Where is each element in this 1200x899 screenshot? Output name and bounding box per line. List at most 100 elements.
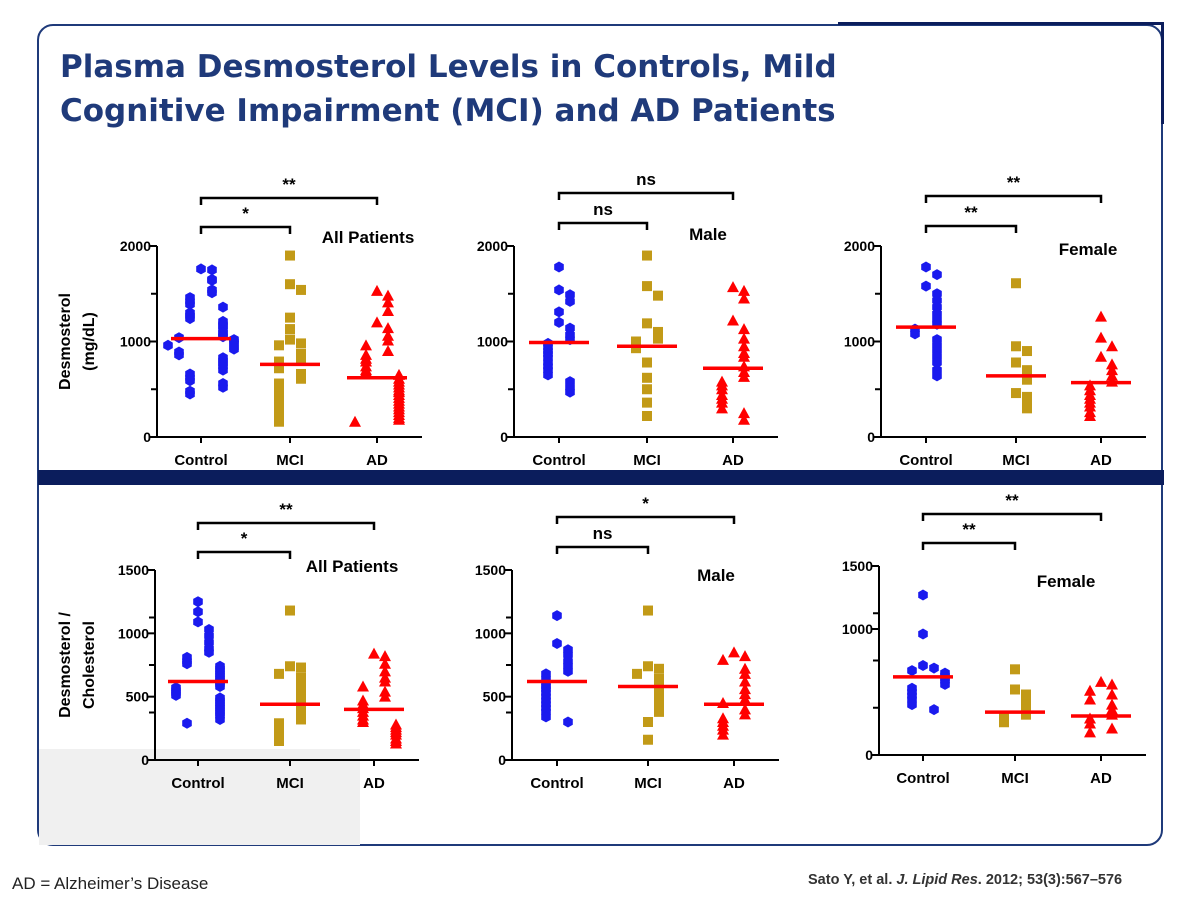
ad-point xyxy=(382,289,394,301)
significance-label: ** xyxy=(964,203,978,222)
y-tick-label: 2000 xyxy=(477,238,508,254)
significance-label: ns xyxy=(636,170,656,189)
ad-point xyxy=(1095,331,1107,343)
control-point xyxy=(940,678,950,690)
ad-point xyxy=(1106,364,1118,376)
mci-point xyxy=(296,662,306,673)
control-point xyxy=(554,261,564,273)
mci-point xyxy=(296,284,306,295)
mci-point xyxy=(654,689,664,700)
mci-point xyxy=(1022,391,1032,402)
y-tick-label: 1500 xyxy=(475,562,506,578)
y-tick-label: 0 xyxy=(143,429,151,445)
right-rule xyxy=(1161,24,1164,124)
mci-point xyxy=(296,704,306,715)
y-axis-label: Cholesterol xyxy=(81,621,98,709)
control-point xyxy=(182,658,192,670)
significance-label: * xyxy=(642,494,649,513)
mci-point xyxy=(631,343,641,354)
mci-point xyxy=(1021,699,1031,710)
mci-point xyxy=(654,700,664,711)
control-point xyxy=(229,343,239,355)
x-tick-label: MCI xyxy=(1002,452,1030,469)
y-tick-label: 0 xyxy=(141,752,149,768)
citation-journal: J. Lipid Res xyxy=(896,872,978,888)
control-point xyxy=(193,596,203,608)
mci-point xyxy=(642,281,652,292)
ad-point xyxy=(379,690,391,702)
control-point xyxy=(215,714,225,725)
control-point xyxy=(932,269,942,281)
mci-point xyxy=(1011,278,1021,289)
mci-point xyxy=(274,736,284,746)
ad-point xyxy=(1084,693,1096,705)
mci-point xyxy=(274,356,284,367)
control-point xyxy=(921,261,931,273)
ad-point xyxy=(390,737,402,749)
control-point xyxy=(929,704,939,716)
significance-label: ** xyxy=(282,175,296,194)
x-tick-label: MCI xyxy=(633,452,661,469)
ad-point xyxy=(368,647,380,659)
mci-point xyxy=(285,324,295,335)
ad-point xyxy=(716,383,728,395)
y-tick-label: 1000 xyxy=(842,621,873,637)
gray-placeholder-box xyxy=(39,749,360,845)
control-point xyxy=(193,616,203,628)
ad-point xyxy=(1095,675,1107,687)
significance-bracket xyxy=(196,550,292,559)
significance-bracket xyxy=(557,191,735,200)
x-tick-label: AD xyxy=(366,452,388,469)
mci-point xyxy=(1022,403,1032,414)
ad-point xyxy=(739,708,751,720)
y-axis-label: (mg/dL) xyxy=(81,312,98,371)
significance-bracket xyxy=(921,512,1103,521)
top-rule xyxy=(838,22,1164,25)
significance-label: ** xyxy=(962,520,976,539)
y-tick-label: 2000 xyxy=(120,238,151,254)
mci-point xyxy=(296,684,306,695)
x-tick-label: MCI xyxy=(1001,770,1029,787)
control-point xyxy=(174,349,184,361)
scatter-panel-2: 0 1000 2000 Control MCI AD Male ns ns xyxy=(477,170,778,469)
mci-point xyxy=(653,290,663,301)
title-line-1: Plasma Desmosterol Levels in Controls, M… xyxy=(60,49,837,85)
control-point xyxy=(554,316,564,328)
y-tick-label: 1000 xyxy=(844,334,875,350)
significance-label: * xyxy=(242,204,249,223)
y-tick-label: 500 xyxy=(483,689,507,705)
significance-bracket xyxy=(555,545,650,554)
control-point xyxy=(207,287,217,299)
mci-point xyxy=(1021,689,1031,700)
scatter-panel-5: 0 500 1000 1500 Control MCI AD Male ns * xyxy=(475,494,779,792)
x-tick-label: Control xyxy=(171,775,224,792)
y-tick-label: 0 xyxy=(500,429,508,445)
ad-point xyxy=(738,332,750,344)
scatter-panel-1: 0 1000 2000 Control MCI AD All Patients Desmost… xyxy=(57,175,422,469)
ad-point xyxy=(716,402,728,414)
mci-point xyxy=(631,336,641,347)
y-tick-label: 2000 xyxy=(844,238,875,254)
control-point xyxy=(563,716,573,728)
mci-point xyxy=(274,416,284,427)
mci-point xyxy=(1021,694,1031,705)
ad-point xyxy=(728,646,740,658)
control-point xyxy=(182,717,192,729)
ad-point xyxy=(727,281,739,293)
mci-point xyxy=(296,353,306,364)
mci-point xyxy=(296,709,306,720)
mci-point xyxy=(642,410,652,421)
significance-label: ** xyxy=(1007,173,1021,192)
control-point xyxy=(552,610,562,622)
mci-point xyxy=(642,318,652,329)
mci-point xyxy=(285,279,295,290)
control-point xyxy=(541,711,551,723)
significance-label: ** xyxy=(1005,491,1019,510)
ad-point xyxy=(382,304,394,316)
ad-point xyxy=(1106,340,1118,352)
ad-point xyxy=(738,407,750,419)
significance-bracket xyxy=(555,515,736,524)
control-point xyxy=(204,646,214,658)
ad-point xyxy=(357,716,369,727)
control-point xyxy=(543,369,553,381)
